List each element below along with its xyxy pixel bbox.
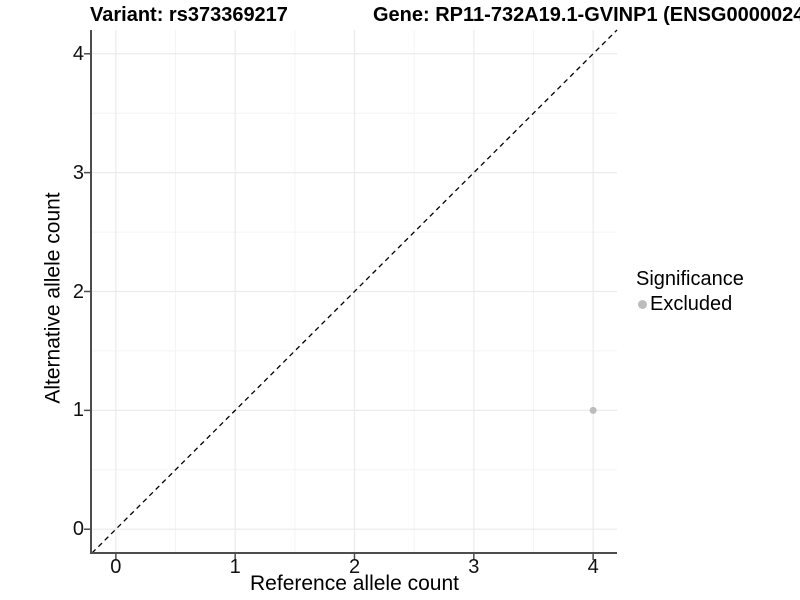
x-tick-label: 0 [110,556,122,578]
gene-title: Gene: RP11-732A19.1-GVINP1 (ENSG0000024 [373,4,800,26]
legend-title: Significance [636,268,744,290]
x-tick-label: 1 [229,556,241,578]
data-point [589,406,597,414]
legend-key-dot-icon [638,299,647,309]
y-tick-label: 0 [72,518,84,541]
y-tick-label: 3 [72,161,84,184]
legend-items: Excluded [636,293,744,315]
legend-item-label: Excluded [650,293,733,315]
legend-item: Excluded [638,293,744,315]
y-tick-label: 4 [72,42,84,65]
y-tick-label: 1 [72,399,84,422]
y-axis-title: Alternative allele count [41,192,65,404]
x-tick-label: 3 [468,556,480,578]
variant-title: Variant: rs373369217 [90,4,288,26]
x-tick-label: 2 [348,556,361,578]
x-axis-title: Reference allele count [250,572,459,595]
x-tick-label: 4 [587,556,599,578]
legend: Significance Excluded [636,268,744,315]
y-tick-label: 2 [72,280,84,303]
identity-dashed-line [91,29,618,554]
